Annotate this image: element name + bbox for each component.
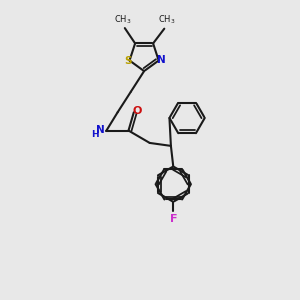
Text: F: F (169, 214, 177, 224)
Text: N: N (157, 55, 165, 65)
Text: N: N (96, 125, 104, 135)
Text: O: O (133, 106, 142, 116)
Text: CH$_3$: CH$_3$ (158, 14, 176, 26)
Text: S: S (124, 56, 132, 65)
Text: CH$_3$: CH$_3$ (114, 13, 131, 26)
Text: H: H (92, 130, 99, 139)
